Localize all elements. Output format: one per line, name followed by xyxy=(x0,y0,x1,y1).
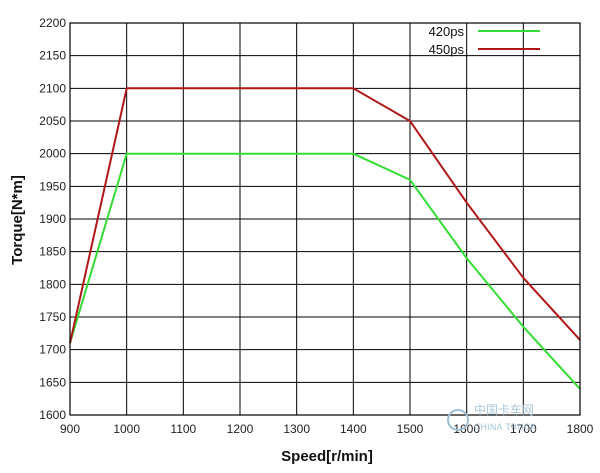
series-line-420ps xyxy=(69,152,581,390)
y-tick-label: 1900 xyxy=(39,212,66,226)
watermark: 中国卡车网 CHINA TRUCK xyxy=(447,402,537,433)
y-tick-label: 1850 xyxy=(39,245,66,259)
series-line-450ps xyxy=(69,87,581,344)
x-tick-label: 1500 xyxy=(397,422,424,436)
x-tick-label: 1100 xyxy=(170,422,196,436)
x-tick-labels: 900 1000 1100 1200 1300 1400 1500 1600 1700 1800 xyxy=(60,422,594,436)
y-axis-title: Torque[N*m] xyxy=(9,175,26,265)
y-tick-label: 2100 xyxy=(39,81,66,95)
x-tick-label: 1600 xyxy=(453,422,480,436)
y-tick-label: 2150 xyxy=(39,49,66,63)
y-tick-label: 1950 xyxy=(39,179,66,193)
x-tick-label: 1800 xyxy=(567,422,594,436)
x-tick-label: 900 xyxy=(60,422,80,436)
plot-frame xyxy=(69,22,581,416)
x-tick-label: 1200 xyxy=(227,422,254,436)
legend-label: 450ps xyxy=(429,42,465,57)
x-tick-label: 1300 xyxy=(283,422,310,436)
y-tick-label: 2200 xyxy=(39,16,66,30)
y-tick-label: 1600 xyxy=(39,408,66,422)
watermark-text: 中国卡车网 xyxy=(474,402,534,417)
legend-label: 420ps xyxy=(429,24,465,39)
x-tick-label: 1700 xyxy=(510,422,537,436)
y-tick-label: 2000 xyxy=(39,147,66,161)
y-tick-label: 1750 xyxy=(39,310,66,324)
y-tick-label: 2050 xyxy=(39,114,66,128)
legend: 420ps 450ps xyxy=(429,24,540,57)
series-lines xyxy=(69,87,581,390)
y-tick-label: 1650 xyxy=(39,375,66,389)
x-tick-label: 1400 xyxy=(340,422,367,436)
y-tick-label: 1700 xyxy=(39,343,66,357)
y-tick-labels: 1600 1650 1700 1750 1800 1850 1900 1950 2000 2050… xyxy=(39,16,66,422)
y-tick-label: 1800 xyxy=(39,277,66,291)
watermark-subtext: CHINA TRUCK xyxy=(474,423,537,433)
x-axis-title: Speed[r/min] xyxy=(281,448,373,465)
x-tick-label: 1000 xyxy=(113,422,140,436)
watermark-logo-icon xyxy=(447,409,469,431)
